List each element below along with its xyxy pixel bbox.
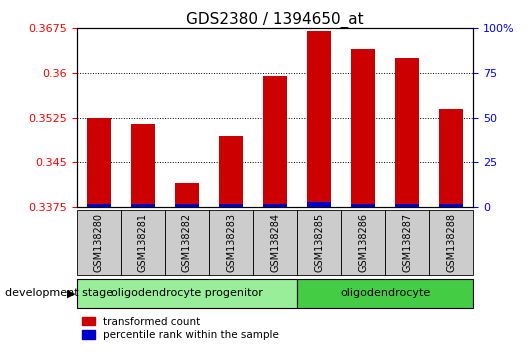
Bar [307, 31, 331, 207]
Bar [297, 210, 341, 275]
Text: GSM138285: GSM138285 [314, 213, 324, 272]
Text: GSM138284: GSM138284 [270, 213, 280, 272]
Text: oligodendrocyte: oligodendrocyte [340, 288, 430, 298]
Bar [87, 118, 111, 207]
Bar [131, 204, 155, 207]
Bar [209, 210, 253, 275]
Text: GSM138282: GSM138282 [182, 213, 192, 272]
Bar [131, 124, 155, 207]
Text: GSM138280: GSM138280 [94, 213, 104, 272]
Bar [263, 204, 287, 207]
Bar [175, 183, 199, 207]
Bar [351, 49, 375, 207]
Bar [429, 210, 473, 275]
Bar [351, 204, 375, 207]
Bar [395, 204, 419, 207]
Bar [77, 280, 297, 308]
Title: GDS2380 / 1394650_at: GDS2380 / 1394650_at [186, 12, 364, 28]
Bar [263, 76, 287, 207]
Text: development stage: development stage [5, 288, 113, 298]
Bar [297, 280, 473, 308]
Bar [121, 210, 165, 275]
Bar [439, 109, 463, 207]
Bar [77, 210, 121, 275]
Bar [307, 202, 331, 207]
Bar [87, 204, 111, 207]
Text: oligodendrocyte progenitor: oligodendrocyte progenitor [111, 288, 263, 298]
Bar [165, 210, 209, 275]
Text: GSM138288: GSM138288 [446, 213, 456, 272]
Bar [385, 210, 429, 275]
Bar [253, 210, 297, 275]
Bar [439, 204, 463, 207]
Legend: transformed count, percentile rank within the sample: transformed count, percentile rank withi… [82, 317, 279, 340]
Text: GSM138286: GSM138286 [358, 213, 368, 272]
Bar [219, 204, 243, 207]
Text: GSM138287: GSM138287 [402, 213, 412, 272]
Text: ▶: ▶ [67, 288, 76, 298]
Bar [395, 58, 419, 207]
Bar [175, 204, 199, 207]
Text: GSM138283: GSM138283 [226, 213, 236, 272]
Bar [219, 136, 243, 207]
Bar [341, 210, 385, 275]
Text: GSM138281: GSM138281 [138, 213, 148, 272]
